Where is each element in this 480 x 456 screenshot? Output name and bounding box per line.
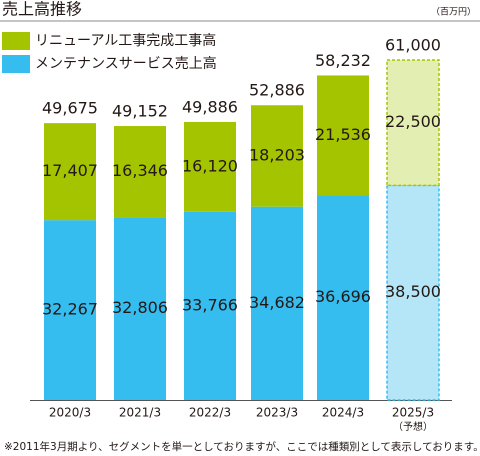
bar-segment [184, 121, 236, 212]
value-label: 34,682 [249, 293, 305, 312]
x-tick-label: 2020/3 [49, 406, 91, 420]
x-tick-label: 2022/3 [189, 406, 231, 420]
value-label: 22,500 [385, 112, 441, 131]
bar-segment [114, 126, 166, 218]
total-label: 52,886 [249, 81, 305, 100]
value-label: 32,806 [112, 298, 168, 317]
value-label: 16,346 [112, 161, 168, 180]
chart-title: 売上高推移 [2, 0, 82, 19]
total-label: 49,675 [42, 99, 98, 118]
x-tick-label: 2024/3 [322, 406, 364, 420]
bar-segment [251, 206, 303, 400]
value-label: 32,267 [42, 300, 98, 319]
value-label: 33,766 [182, 295, 238, 314]
legend-swatch [2, 32, 30, 50]
bar-segment [44, 123, 96, 221]
bar-segment [251, 105, 303, 207]
bar-segment [317, 195, 369, 400]
bar-segment [44, 220, 96, 400]
bar-segment [386, 184, 440, 401]
legend-label: リニューアル工事完成工事高 [35, 32, 216, 49]
value-label: 38,500 [385, 282, 441, 301]
value-label: 36,696 [315, 287, 371, 306]
value-label: 18,203 [249, 145, 305, 164]
x-tick-label: 2023/3 [256, 406, 298, 420]
value-label: 21,536 [315, 125, 371, 144]
total-label: 49,152 [112, 102, 168, 121]
bar-segment [317, 75, 369, 196]
bar-segment [114, 217, 166, 400]
total-label: 61,000 [385, 36, 441, 55]
value-label: 16,120 [182, 156, 238, 175]
legend-swatch [2, 55, 30, 73]
footnote: ※2011年3月期より、セグメントを単一としておりますが、ここでは種類別として表… [4, 440, 480, 453]
total-label: 49,886 [182, 97, 238, 116]
x-tick-label: 2021/3 [119, 406, 161, 420]
total-label: 58,232 [315, 51, 371, 70]
bar-segment [184, 211, 236, 400]
legend-label: メンテナンスサービス売上高 [35, 55, 217, 72]
unit-label: （百万円） [431, 7, 476, 18]
value-label: 17,407 [42, 161, 98, 180]
x-tick-label: 2025/3 [392, 406, 434, 420]
bar-segment [386, 59, 440, 187]
forecast-note: （予想） [393, 420, 433, 433]
